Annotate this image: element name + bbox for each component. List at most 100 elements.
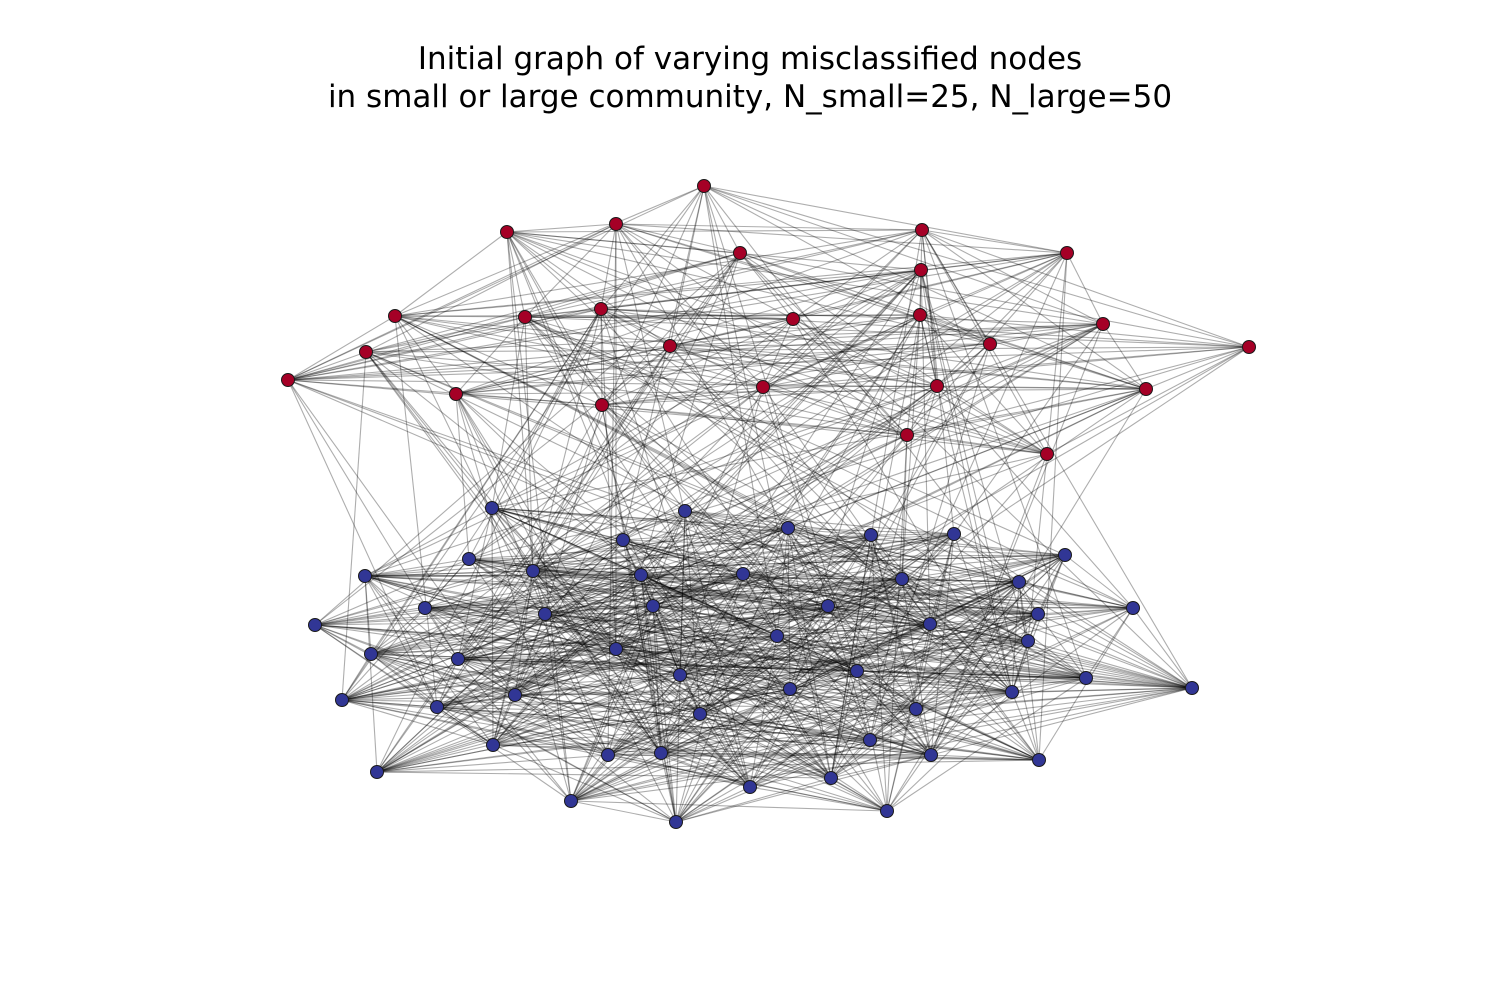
graph-edge	[660, 640, 1029, 754]
graph-edge	[660, 713, 701, 754]
graph-edge	[314, 624, 572, 802]
graph-edge	[457, 658, 751, 788]
graph-edge	[364, 385, 938, 577]
graph-edge	[652, 573, 744, 607]
graph-edge	[1011, 640, 1029, 693]
graph-edge	[1145, 346, 1250, 390]
graph-edge	[830, 252, 1068, 779]
graph-edge	[394, 315, 794, 320]
graph-edge	[703, 185, 741, 254]
graph-edge	[532, 570, 1134, 609]
graph-edge	[776, 635, 1193, 689]
graph-edge	[652, 605, 931, 625]
graph-edge	[699, 635, 778, 715]
graph-edge	[901, 554, 1066, 580]
graph-edge	[600, 269, 922, 310]
graph-edge	[739, 252, 1147, 390]
graph-edge	[675, 581, 1020, 823]
large-community-node	[863, 733, 877, 747]
graph-edge	[607, 581, 1020, 756]
graph-edge	[607, 578, 903, 756]
graph-edge	[436, 658, 459, 708]
graph-edge	[787, 527, 1134, 609]
small-community-node	[915, 223, 929, 237]
graph-edge	[699, 533, 955, 715]
graph-edge	[739, 252, 794, 320]
graph-edge	[699, 581, 1020, 715]
graph-edge	[830, 229, 923, 779]
graph-edge	[640, 574, 677, 823]
graph-edge	[869, 691, 1013, 741]
graph-edge	[762, 252, 1068, 388]
large-community-node	[364, 647, 378, 661]
graph-edge	[364, 575, 1013, 693]
graph-edge	[491, 507, 829, 607]
graph-edge	[675, 754, 932, 823]
graph-edge	[870, 533, 955, 536]
small-community-node	[594, 302, 608, 316]
graph-edge	[622, 229, 923, 541]
graph-edge	[660, 573, 744, 754]
graph-edge	[532, 252, 1068, 572]
graph-edge	[615, 648, 1013, 693]
graph-edge	[1018, 581, 1134, 609]
graph-edge	[789, 623, 931, 690]
graph-edge	[570, 554, 1066, 802]
graph-edge	[827, 605, 931, 625]
graph-edge	[314, 624, 917, 710]
graph-edge	[364, 533, 955, 577]
graph-edge	[906, 385, 938, 436]
graph-edge	[532, 185, 705, 572]
graph-edge	[364, 573, 744, 577]
large-community-node	[370, 765, 384, 779]
graph-edge	[424, 607, 858, 672]
graph-edge	[314, 624, 516, 696]
graph-edge	[364, 554, 1066, 577]
graph-edge	[684, 510, 955, 535]
graph-edge	[364, 575, 681, 676]
small-community-node	[1040, 447, 1054, 461]
graph-edge	[436, 706, 609, 756]
graph-edge	[532, 323, 1104, 572]
small-community-node	[1060, 246, 1074, 260]
graph-edge	[953, 533, 1193, 689]
graph-edge	[787, 388, 1147, 529]
graph-edge	[532, 527, 789, 572]
graph-edge	[468, 554, 1066, 560]
graph-edge	[652, 605, 677, 823]
graph-edge	[455, 318, 794, 395]
large-community-node	[864, 528, 878, 542]
graph-edge	[532, 453, 1048, 572]
graph-edge	[915, 581, 1020, 710]
graph-edge	[364, 575, 1134, 609]
graph-edge	[792, 318, 908, 436]
graph-edge	[615, 605, 654, 650]
graph-edge	[341, 578, 903, 701]
graph-edge	[532, 386, 764, 572]
graph-edge	[886, 677, 1087, 812]
graph-edge	[514, 613, 546, 696]
graph-edge	[455, 229, 923, 395]
graph-edge	[1018, 581, 1029, 642]
graph-edge	[570, 800, 677, 823]
graph-edge	[749, 635, 778, 788]
graph-edge	[652, 578, 903, 607]
graph-edge	[457, 605, 829, 660]
large-community-node	[308, 618, 322, 632]
graph-edge	[742, 573, 778, 637]
large-community-node	[1058, 548, 1072, 562]
graph-edge	[601, 345, 671, 406]
graph-edge	[789, 688, 888, 812]
graph-edge	[364, 575, 438, 708]
graph-edge	[524, 316, 1040, 761]
graph-edge	[365, 351, 789, 529]
graph-edge	[506, 231, 1048, 455]
graph-edge	[524, 316, 1066, 556]
graph-edge	[370, 607, 426, 655]
graph-edge	[492, 605, 829, 746]
graph-edge	[468, 308, 602, 560]
graph-edge	[394, 315, 438, 708]
graph-edge	[675, 688, 791, 823]
graph-edge	[660, 581, 1020, 754]
graph-edge	[468, 558, 931, 625]
